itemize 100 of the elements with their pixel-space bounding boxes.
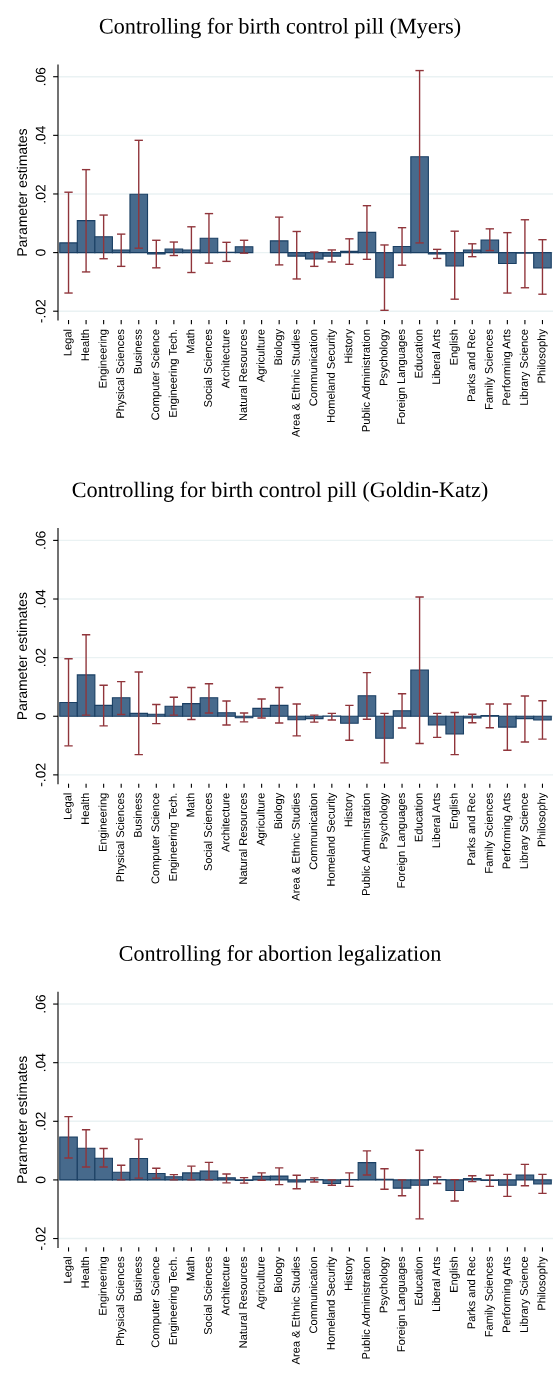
x-tick-label: English [449, 329, 460, 365]
x-tick-label: Psychology [379, 329, 390, 385]
x-tick-label: Computer Science [151, 793, 162, 884]
y-tick-label: -.02 [35, 1227, 46, 1250]
chart-title: Controlling for birth control pill (Myers) [99, 17, 461, 39]
x-tick-label: Architecture [221, 329, 230, 389]
y-tick-label: .04 [35, 589, 46, 608]
chart-title: Controlling for birth control pill (Goldin-Katz) [72, 481, 488, 502]
x-tick-label: Engineering Tech. [168, 1257, 180, 1345]
x-tick-label: Biology [273, 792, 285, 829]
x-tick-label: Engineering [98, 1257, 109, 1315]
y-tick-label: -.02 [35, 299, 46, 323]
x-tick-label: Foreign Languages [396, 793, 408, 888]
x-tick-label: Family Sciences [484, 793, 495, 873]
y-tick-label: .06 [35, 67, 46, 86]
x-tick-label: History [344, 792, 355, 827]
x-tick-label: Engineering [98, 329, 109, 388]
x-tick-label: Physical Sciences [116, 329, 127, 418]
y-tick-label: .02 [35, 185, 46, 203]
x-tick-label: Area & Ethnic Studies [291, 793, 300, 901]
y-tick-label: .06 [35, 995, 46, 1013]
x-tick-label: Public Administration [361, 793, 370, 895]
x-tick-label: Health [80, 1257, 90, 1288]
x-tick-label: Area & Ethnic Studies [291, 1256, 300, 1365]
x-tick-label: Social Sciences [203, 793, 212, 871]
x-tick-label: Business [133, 329, 142, 374]
x-tick-label: Philosophy [537, 329, 548, 383]
x-tick-label: Education [414, 793, 423, 842]
x-tick-label: History [344, 1256, 355, 1291]
x-tick-label: Architecture [221, 1256, 230, 1316]
x-tick-label: English [449, 1257, 460, 1292]
x-tick-label: Social Sciences [203, 1256, 212, 1335]
x-tick-label: Public Administration [361, 329, 370, 432]
y-tick-label: .04 [35, 126, 46, 144]
x-tick-label: Engineering Tech. [168, 330, 180, 417]
x-tick-label: Family Sciences [484, 1256, 495, 1337]
x-tick-label: Engineering Tech. [168, 793, 180, 881]
chart-title: Controlling for abortion legalization [119, 945, 442, 966]
x-tick-label: Engineering [98, 793, 109, 852]
y-tick-label: 0 [35, 712, 46, 720]
x-tick-label: Public Administration [361, 1257, 370, 1359]
x-tick-label: Computer Science [151, 1256, 162, 1348]
x-tick-label: Liberal Arts [431, 329, 441, 384]
x-tick-label: Physical Sciences [116, 1256, 127, 1345]
x-tick-label: Homeland Security [326, 329, 338, 422]
x-tick-label: Math [186, 793, 195, 817]
x-tick-label: Area & Ethnic Studies [291, 329, 300, 438]
y-tick-label: -.02 [35, 763, 46, 787]
x-tick-label: Biology [273, 1256, 285, 1292]
x-tick-label: Philosophy [537, 1256, 548, 1310]
y-axis-title: Parameter estimates [16, 1056, 28, 1183]
x-tick-label: Library Science [519, 793, 531, 869]
x-tick-label: Education [414, 329, 423, 378]
x-tick-label: Parks and Rec [467, 329, 476, 401]
x-tick-label: Natural Resources [238, 1256, 248, 1348]
x-tick-label: Liberal Arts [431, 1256, 441, 1312]
x-tick-label: Communication [309, 329, 318, 406]
x-tick-label: Health [80, 329, 90, 361]
x-tick-label: Agriculture [256, 1256, 267, 1310]
x-tick-label: Computer Science [151, 329, 162, 420]
x-tick-label: Performing Arts [502, 329, 513, 405]
y-tick-label: 0 [35, 249, 46, 256]
x-tick-label: Social Sciences [203, 329, 212, 407]
x-tick-label: Performing Arts [502, 793, 513, 869]
x-tick-label: Physical Sciences [116, 793, 127, 882]
x-tick-label: Legal [63, 1257, 74, 1283]
x-tick-label: Homeland Security [326, 1256, 338, 1350]
x-tick-label: Parks and Rec [467, 792, 476, 865]
x-tick-label: Homeland Security [326, 792, 338, 886]
x-tick-label: Library Science [519, 1256, 531, 1333]
y-tick-label: .06 [35, 531, 46, 549]
x-tick-label: Communication [309, 1257, 318, 1333]
x-tick-label: Legal [63, 329, 74, 356]
x-tick-label: Legal [63, 793, 74, 819]
x-tick-label: Family Sciences [484, 329, 495, 409]
x-tick-label: Foreign Languages [396, 329, 408, 424]
x-tick-label: Business [133, 793, 142, 837]
x-tick-label: Business [133, 1256, 142, 1301]
y-tick-label: .02 [35, 648, 46, 667]
y-tick-label: 0 [35, 1176, 46, 1184]
x-tick-label: English [449, 793, 460, 829]
x-tick-label: Communication [309, 793, 318, 870]
x-tick-label: Foreign Languages [396, 1256, 408, 1352]
x-tick-label: Performing Arts [502, 1256, 513, 1333]
x-tick-label: Natural Resources [238, 793, 248, 884]
x-tick-label: History [344, 329, 355, 363]
x-tick-label: Natural Resources [238, 329, 248, 421]
x-tick-label: Math [186, 329, 195, 353]
y-axis-title: Parameter estimates [16, 592, 28, 720]
x-tick-label: Education [414, 1257, 423, 1305]
x-tick-label: Liberal Arts [431, 793, 441, 848]
x-tick-label: Parks and Rec [467, 1256, 476, 1329]
x-tick-label: Philosophy [537, 792, 548, 847]
x-tick-label: Architecture [221, 793, 230, 852]
y-tick-label: .04 [35, 1053, 46, 1072]
x-tick-label: Biology [273, 329, 285, 365]
x-tick-label: Library Science [519, 329, 531, 405]
x-tick-label: Health [80, 793, 90, 824]
x-tick-label: Psychology [379, 1256, 390, 1313]
y-tick-label: .02 [35, 1112, 46, 1130]
